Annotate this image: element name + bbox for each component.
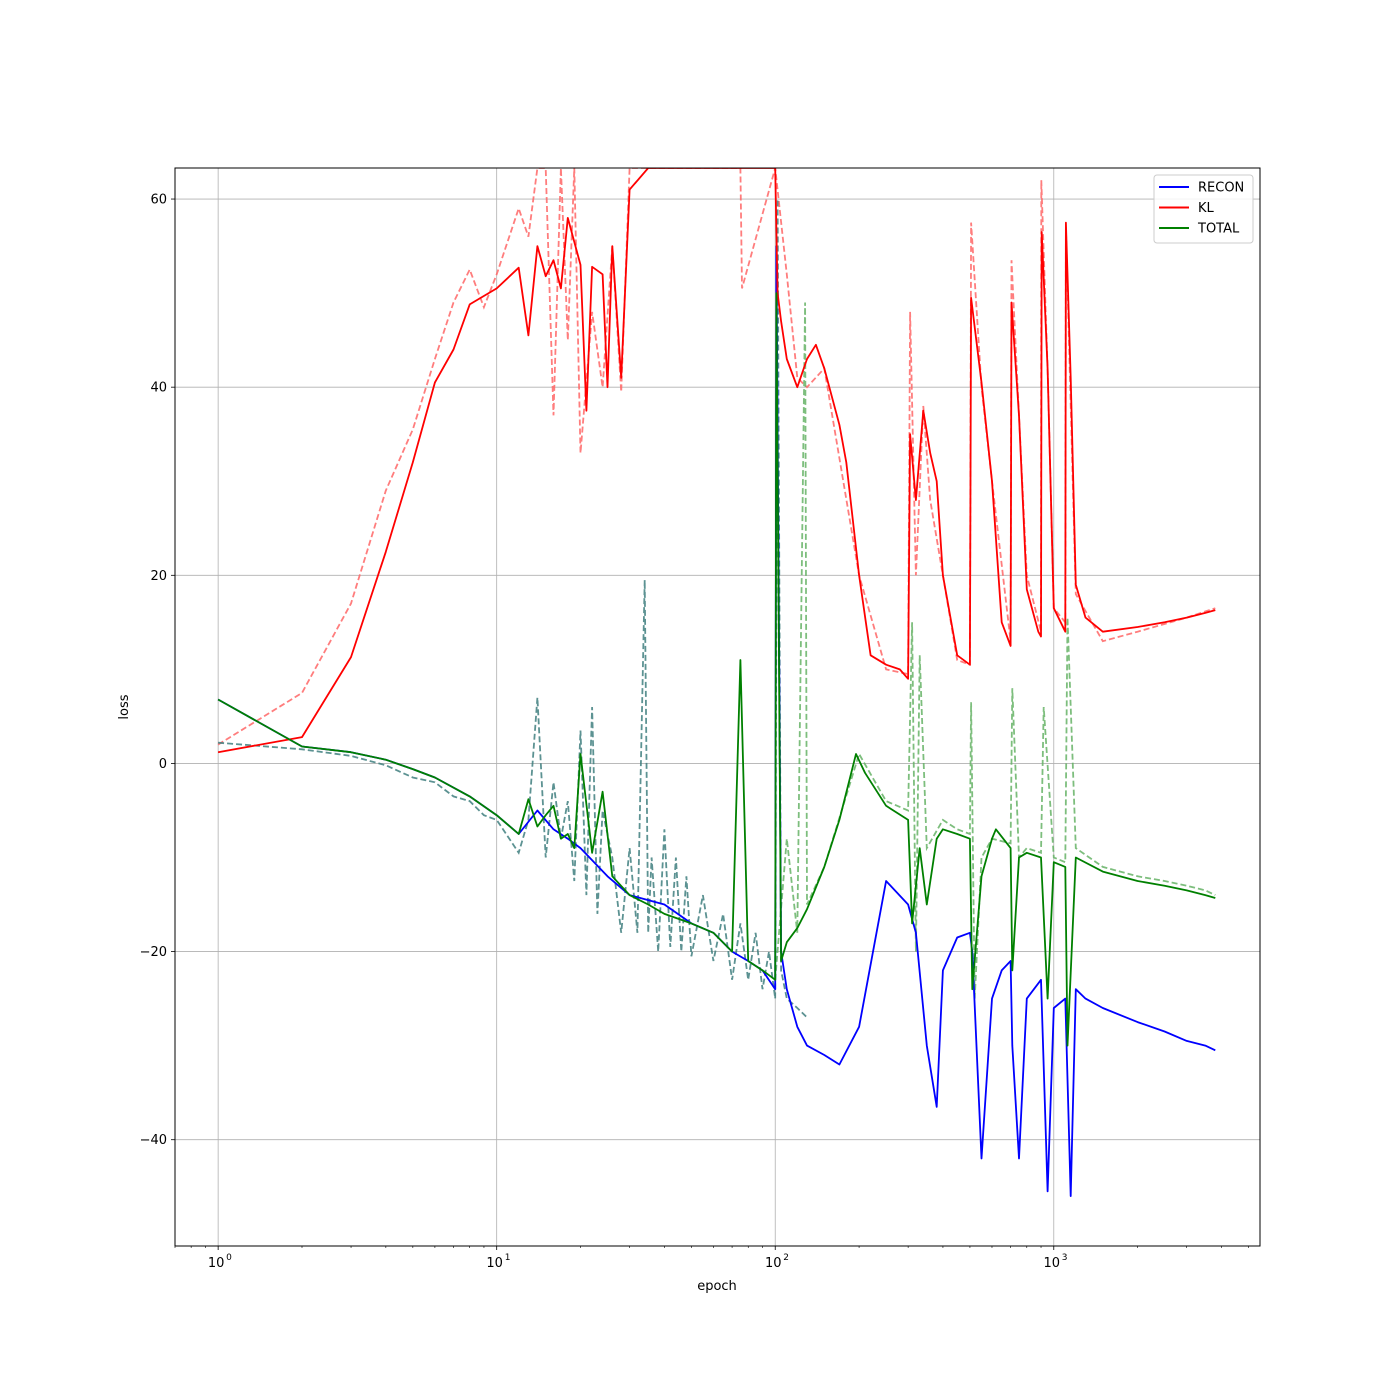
- series-layer: [217, 168, 1216, 1197]
- x-axis-ticks: 10 0 10 1 10 2 10 3: [174, 1246, 1249, 1271]
- x-tick-exponent: 0: [226, 1253, 232, 1263]
- series-line-recon-dashed: [218, 198, 808, 1019]
- y-tick-label: −40: [140, 1133, 167, 1148]
- y-tick-label: 20: [150, 569, 167, 584]
- y-axis-ticks: 60 40 20 0 −20 −40: [140, 193, 175, 1148]
- y-tick-label: −20: [140, 945, 167, 960]
- x-axis-label: epoch: [697, 1279, 737, 1294]
- series-line-total: [217, 292, 1216, 1047]
- x-tick-exponent: 3: [1062, 1253, 1068, 1263]
- plot-area: [217, 168, 1216, 1197]
- x-tick-label: 10: [486, 1256, 503, 1271]
- x-tick-exponent: 1: [505, 1253, 511, 1263]
- y-tick-label: 60: [150, 193, 167, 208]
- x-tick-label: 10: [208, 1256, 225, 1271]
- legend-box: [1153, 174, 1254, 244]
- x-tick-exponent: 2: [783, 1253, 789, 1263]
- y-tick-label: 0: [159, 757, 167, 772]
- series-line-total-dashed: [774, 302, 1216, 999]
- legend-label-kl: KL: [1198, 201, 1215, 216]
- legend: RECON KL TOTAL: [1153, 174, 1254, 244]
- series-line-kl: [217, 168, 1216, 754]
- legend-label-recon: RECON: [1198, 181, 1244, 196]
- y-tick-label: 40: [150, 381, 167, 396]
- legend-label-total: TOTAL: [1197, 222, 1240, 237]
- series-line-recon: [217, 245, 1216, 1197]
- x-tick-label: 10: [1044, 1256, 1061, 1271]
- plot-frame: [174, 167, 1261, 1247]
- y-axis-label: loss: [117, 694, 132, 719]
- x-tick-label: 10: [765, 1256, 782, 1271]
